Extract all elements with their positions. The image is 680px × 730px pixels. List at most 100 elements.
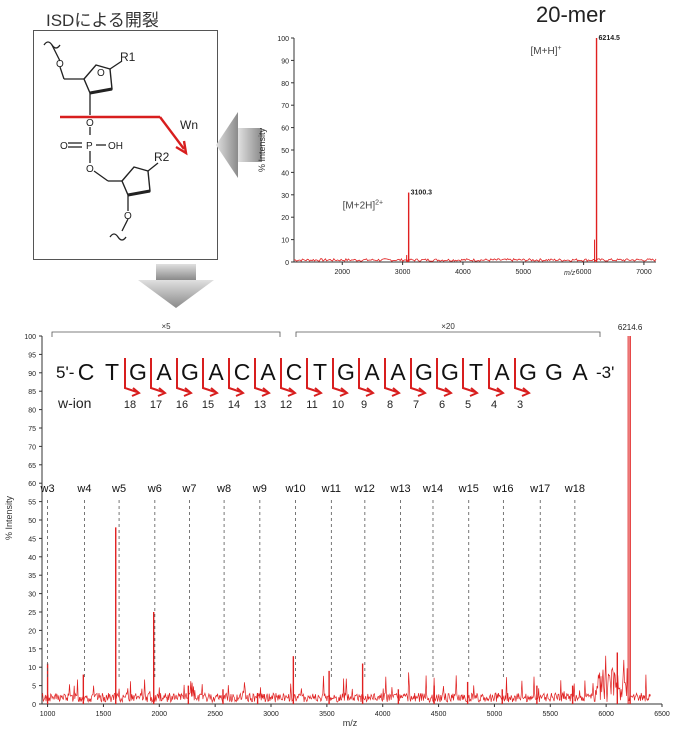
phosphoryl-oxygen: O bbox=[60, 141, 68, 152]
y-tick-label: 10 bbox=[28, 665, 36, 672]
w-ion-number: 17 bbox=[150, 399, 162, 411]
sequence-base: G bbox=[545, 359, 563, 385]
cleavage-arrow-head bbox=[391, 387, 401, 397]
x-tick-label: 5000 bbox=[515, 269, 531, 276]
cleavage-site-arrow bbox=[150, 358, 164, 393]
sequence-base: G bbox=[337, 359, 355, 385]
phosphorus-label: P bbox=[86, 141, 93, 152]
sequence-3prime: -3' bbox=[596, 363, 614, 382]
y-tick-label: 65 bbox=[28, 463, 36, 470]
x-tick-label: 5000 bbox=[487, 711, 503, 718]
w-ion-marker-label: w9 bbox=[252, 483, 267, 495]
hydroxyl-label: OH bbox=[108, 141, 123, 152]
y-tick-label: 40 bbox=[28, 555, 36, 562]
y-tick-label: 60 bbox=[28, 481, 36, 488]
y-tick-label: 5 bbox=[32, 684, 36, 691]
x-tick-label: 3000 bbox=[395, 269, 411, 276]
sequence-base: G bbox=[441, 359, 459, 385]
y-tick-label: 85 bbox=[28, 389, 36, 396]
y-tick-label: 20 bbox=[281, 215, 289, 222]
w-ion-marker-label: w11 bbox=[321, 483, 341, 495]
y-axis-label: % Intensity bbox=[4, 495, 14, 540]
top-mass-spectrum: 0 10 20 30 40 50 60 70 80 90 100 2000 3000 4000 5000 60… bbox=[257, 35, 657, 277]
w-ion-marker-label: w3 bbox=[40, 483, 55, 495]
sequence-base: G bbox=[129, 359, 147, 385]
w-ion-number: 3 bbox=[517, 399, 523, 411]
y-tick-label: 15 bbox=[28, 647, 36, 654]
peak-value-label: 6214.5 bbox=[599, 35, 621, 42]
y-tick-label: 0 bbox=[285, 260, 289, 267]
w-ion-number: 5 bbox=[465, 399, 471, 411]
w-ion-marker-label: w18 bbox=[564, 483, 585, 495]
cleavage-site-arrow bbox=[228, 358, 242, 393]
cleavage-site-arrow bbox=[254, 358, 268, 393]
x-tick-label: 5500 bbox=[542, 711, 558, 718]
cleavage-site-arrow bbox=[514, 358, 528, 393]
cleavage-arrow-head bbox=[157, 387, 167, 397]
cleavage-arrow-head bbox=[261, 387, 271, 397]
peak-value-label: 6214.6 bbox=[618, 323, 643, 332]
w-ion-number: 13 bbox=[254, 399, 266, 411]
y-tick-label: 30 bbox=[281, 193, 289, 200]
peak-annotation: [M+2H]2+ bbox=[343, 200, 384, 212]
cleavage-arrow-head bbox=[287, 387, 297, 397]
x-tick-label: 7000 bbox=[636, 269, 652, 276]
sequence-base: A bbox=[364, 359, 380, 385]
sequence-base: T bbox=[105, 359, 119, 385]
w-ion-marker-label: w7 bbox=[181, 483, 196, 495]
structure-panel: O O R1 O O P OH O R2 O Wn bbox=[33, 30, 218, 260]
y-tick-label: 75 bbox=[28, 426, 36, 433]
cleavage-site-arrow bbox=[384, 358, 398, 393]
r2-label: R2 bbox=[154, 150, 170, 164]
x-tick-label: 6000 bbox=[576, 269, 592, 276]
y-tick-label: 60 bbox=[281, 126, 289, 133]
y-tick-label: 30 bbox=[28, 592, 36, 599]
cleavage-site-arrow bbox=[332, 358, 346, 393]
peak-value-label: 3100.3 bbox=[411, 190, 433, 197]
cleavage-arrow-head bbox=[339, 387, 349, 397]
scale-bracket-label: ×20 bbox=[441, 322, 455, 331]
sequence-base: C bbox=[286, 359, 303, 385]
y-axis-label: % Intensity bbox=[257, 127, 267, 172]
cleavage-site-arrow bbox=[358, 358, 372, 393]
cleavage-arrow-head bbox=[495, 387, 505, 397]
sequence-base: T bbox=[469, 359, 483, 385]
x-tick-label: 4500 bbox=[431, 711, 447, 718]
x-axis-label: m/z bbox=[564, 270, 576, 277]
y-tick-label: 20 bbox=[28, 628, 36, 635]
x-tick-label: 4000 bbox=[455, 269, 471, 276]
cleavage-site-arrow bbox=[202, 358, 216, 393]
ring-oxygen-top: O bbox=[56, 59, 64, 70]
cleavage-site-arrow bbox=[488, 358, 502, 393]
w-ion-number: 9 bbox=[361, 399, 367, 411]
y-tick-label: 90 bbox=[281, 58, 289, 65]
cleavage-arrow-icon bbox=[60, 115, 188, 156]
peak-annotation-charge: 2+ bbox=[375, 200, 383, 207]
w-ion-marker-label: w14 bbox=[422, 483, 443, 495]
y-tick-label: 90 bbox=[28, 371, 36, 378]
cleavage-arrow-head bbox=[131, 387, 141, 397]
sequence-base: A bbox=[572, 359, 588, 385]
scale-bracket bbox=[295, 331, 601, 337]
w-ion-marker-label: w13 bbox=[390, 483, 411, 495]
y-tick-label: 100 bbox=[24, 334, 36, 341]
sequence-base: A bbox=[208, 359, 224, 385]
cleavage-arrow-head bbox=[417, 387, 427, 397]
w-ion-marker-label: w16 bbox=[492, 483, 513, 495]
y-tick-label: 100 bbox=[277, 36, 289, 43]
cleavage-site-arrow bbox=[176, 358, 190, 393]
y-tick-label: 50 bbox=[281, 148, 289, 155]
y-tick-label: 50 bbox=[28, 518, 36, 525]
w-ion-number: 12 bbox=[280, 399, 292, 411]
y-tick-label: 95 bbox=[28, 352, 36, 359]
cleavage-site-arrow bbox=[436, 358, 450, 393]
w-ion-number: 8 bbox=[387, 399, 393, 411]
w-ion-number: 7 bbox=[413, 399, 419, 411]
cleavage-arrow-head bbox=[443, 387, 453, 397]
x-tick-label: 6500 bbox=[654, 711, 670, 718]
w-ion-marker-label: w15 bbox=[458, 483, 479, 495]
noise-baseline bbox=[293, 257, 657, 263]
bridge-oxygen: O bbox=[86, 118, 94, 129]
cleavage-site-arrow bbox=[410, 358, 424, 393]
x-tick-label: 3000 bbox=[263, 711, 279, 718]
